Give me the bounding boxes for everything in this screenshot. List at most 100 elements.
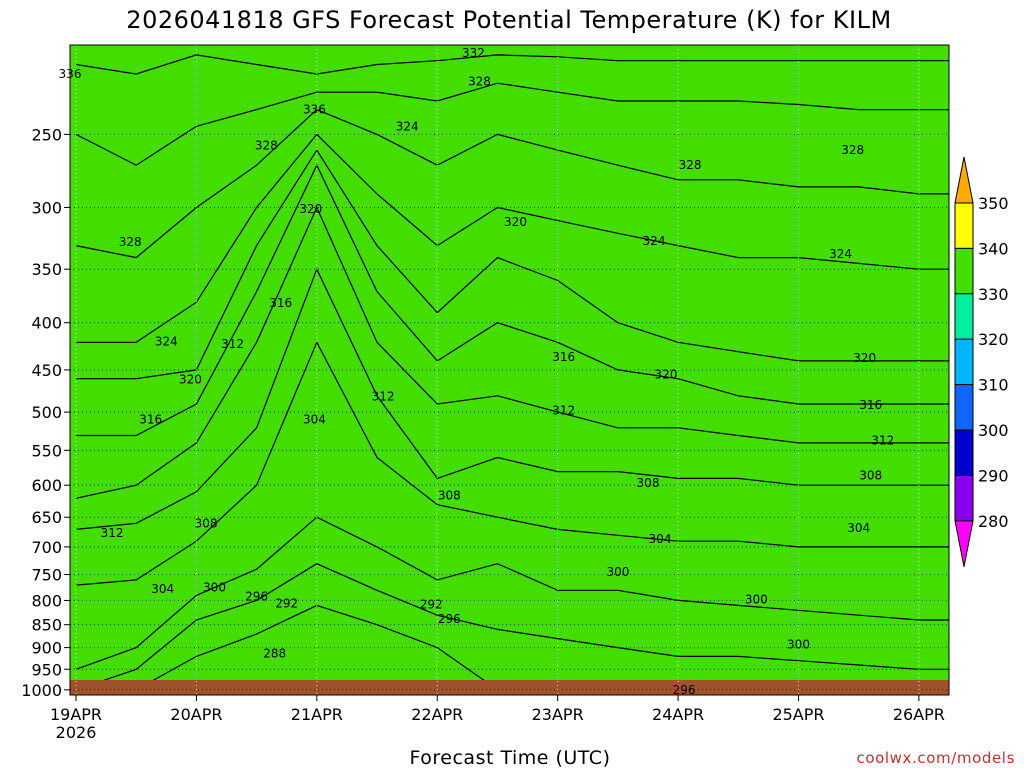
contour-label: 320 (655, 367, 678, 381)
y-tick-label: 400 (31, 314, 62, 333)
chart-title: 2026041818 GFS Forecast Potential Temper… (126, 6, 891, 34)
colorbar-segment (954, 247, 974, 295)
contour-label: 320 (853, 351, 876, 365)
y-tick-label: 700 (31, 538, 62, 557)
y-tick-label: 800 (31, 591, 62, 610)
contour-label: 300 (606, 565, 629, 579)
contour-label: 292 (420, 597, 443, 611)
colorbar-tick-label: 300 (978, 421, 1009, 440)
contour-label: 308 (637, 476, 660, 490)
contour-label: 316 (552, 350, 575, 364)
contour-label: 296 (673, 683, 696, 697)
isentrope-296 (75, 563, 949, 691)
x-tick-label: 26APR (893, 705, 945, 724)
x-tick-label: 19APR (50, 705, 102, 724)
contour-label: 316 (859, 398, 882, 412)
y-tick-label: 250 (31, 125, 62, 144)
y-axis: 250 300 350 400 450 500 550 600 650 700 750 800 850 9… (21, 125, 70, 700)
colorbar-segment (954, 338, 974, 386)
y-tick-label: 900 (31, 639, 62, 658)
colorbar-tick-label: 290 (978, 466, 1009, 485)
colorbar-tick-label: 330 (978, 285, 1009, 304)
contour-label: 328 (468, 74, 491, 88)
isentrope-336 (75, 54, 949, 75)
contour-label: 308 (195, 516, 218, 530)
terrain-strip (70, 680, 949, 695)
y-tick-label: 1000 (21, 681, 62, 700)
colorbar-tick-label: 320 (978, 330, 1009, 349)
contour-label: 324 (396, 119, 419, 133)
contour-label: 292 (275, 596, 298, 610)
contour-label: 300 (203, 581, 226, 595)
colorbar-segment (954, 293, 974, 340)
isentrope-316 (76, 163, 949, 437)
contour-label: 320 (504, 215, 527, 229)
colorbar-segment (954, 384, 974, 431)
x-tick-label: 22APR (411, 705, 463, 724)
y-tick-label: 650 (31, 508, 62, 527)
contour-label: 320 (299, 202, 322, 216)
fill-below-336 (76, 54, 949, 695)
contour-label: 288 (263, 646, 286, 660)
contour-label: 328 (841, 143, 864, 157)
contour-label: 328 (255, 139, 278, 153)
colorbar: 350 340 330 320 310 300 290 280 (954, 156, 1009, 567)
contour-label: 332 (462, 46, 485, 60)
contour-label: 304 (151, 582, 174, 596)
contour-label: 312 (372, 390, 395, 404)
x-tick-label: 24APR (652, 705, 704, 724)
contour-label: 312 (101, 526, 124, 540)
contour-label: 296 (438, 612, 461, 626)
contour-labels: 3363323283363283243283283203203243243283… (59, 46, 895, 697)
colorbar-tick-label: 350 (978, 194, 1009, 213)
contour-label: 304 (303, 412, 326, 426)
x-tick-label: 20APR (170, 705, 222, 724)
x-tick-label: 21APR (291, 705, 343, 724)
isentrope-300 (75, 516, 949, 670)
contour-label: 304 (649, 532, 672, 546)
x-tick-label: 23APR (532, 705, 584, 724)
contour-label: 308 (859, 469, 882, 483)
contour-label: 308 (438, 489, 461, 503)
colorbar-arrow-top (954, 156, 974, 204)
y-tick-label: 850 (31, 616, 62, 635)
contour-label: 324 (155, 334, 178, 348)
y-tick-label: 500 (31, 403, 62, 422)
contour-label: 320 (179, 373, 202, 387)
contour-label: 324 (829, 247, 852, 261)
y-tick-label: 600 (31, 476, 62, 495)
colorbar-tick-label: 310 (978, 376, 1009, 395)
isentrope-304 (75, 340, 949, 586)
grid-lines (70, 45, 949, 695)
isentrope-324 (76, 133, 949, 343)
contour-label: 328 (679, 158, 702, 172)
y-tick-label: 550 (31, 441, 62, 460)
contour-label: 324 (643, 234, 666, 248)
colorbar-tick-label: 280 (978, 512, 1009, 531)
credit-text: coolwx.com/models (857, 749, 1016, 767)
isentrope-332 (75, 82, 949, 166)
colorbar-segment (954, 202, 974, 249)
x-tick-sublabel: 2026 (56, 723, 97, 742)
isentrope-312 (75, 206, 949, 499)
colorbar-arrow-bottom (954, 520, 974, 567)
y-tick-label: 950 (31, 660, 62, 679)
isentrope-320 (76, 148, 949, 380)
contour-label: 312 (552, 404, 575, 418)
contour-label: 300 (787, 638, 810, 652)
plot-area: 3363323283363283243283283203203243243283… (59, 44, 950, 697)
colorbar-tick-label: 340 (978, 239, 1009, 258)
colorbar-segment (954, 429, 974, 476)
contour-label: 316 (269, 296, 292, 310)
isentrope-308 (75, 267, 949, 530)
contour-label: 336 (303, 103, 326, 117)
y-tick-label: 750 (31, 566, 62, 585)
contour-label: 304 (847, 521, 870, 535)
colorbar-segment (954, 474, 974, 522)
filled-contours (76, 54, 949, 695)
y-tick-label: 450 (31, 361, 62, 380)
x-axis-label: Forecast Time (UTC) (410, 747, 611, 768)
contour-label: 328 (119, 235, 142, 249)
